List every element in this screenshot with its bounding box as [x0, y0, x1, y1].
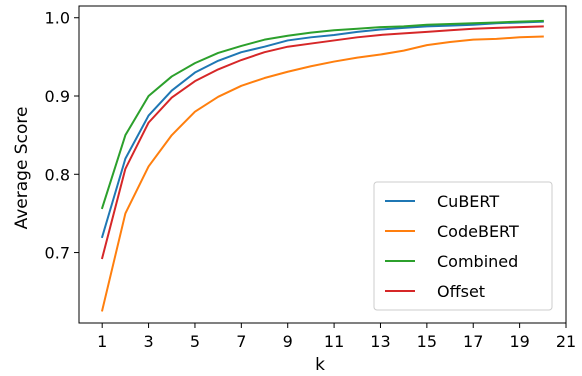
- series-layer: [100, 19, 544, 312]
- y-axis-label: Average Score: [12, 107, 32, 230]
- series-line-offset: [100, 25, 544, 260]
- y-tick-label: 0.7: [45, 244, 70, 263]
- series-line-combined: [100, 19, 544, 210]
- x-tick-label: 11: [324, 332, 344, 351]
- legend: CuBERT CodeBERT Combined Offset: [373, 181, 553, 311]
- x-tick-label: 5: [190, 332, 200, 351]
- x-tick-label: 7: [236, 332, 246, 351]
- x-tick-label: 13: [370, 332, 390, 351]
- x-tick-label: 17: [463, 332, 483, 351]
- axes-layer: 1 3 5 7 9 11 13 15 17 19 210.70.80.91.0: [45, 5, 576, 351]
- legend-label-codebert: CodeBERT: [437, 222, 519, 241]
- y-tick-label: 0.9: [45, 87, 70, 106]
- x-tick-label: 15: [417, 332, 437, 351]
- legend-label-combined: Combined: [437, 252, 518, 271]
- y-tick-label: 1.0: [45, 9, 70, 28]
- plot-frame: [78, 5, 567, 324]
- legend-box: [373, 181, 553, 311]
- x-tick-label: 1: [97, 332, 107, 351]
- x-tick-label: 21: [556, 332, 576, 351]
- legend-label-cubert: CuBERT: [437, 192, 499, 211]
- legend-label-offset: Offset: [437, 282, 485, 301]
- x-tick-label: 19: [509, 332, 529, 351]
- series-line-cubert: [100, 20, 544, 239]
- x-tick-label: 3: [143, 332, 153, 351]
- x-tick-label: 9: [283, 332, 293, 351]
- series-line-codebert: [100, 35, 544, 312]
- y-tick-label: 0.8: [45, 165, 70, 184]
- x-axis-label: k: [315, 355, 325, 375]
